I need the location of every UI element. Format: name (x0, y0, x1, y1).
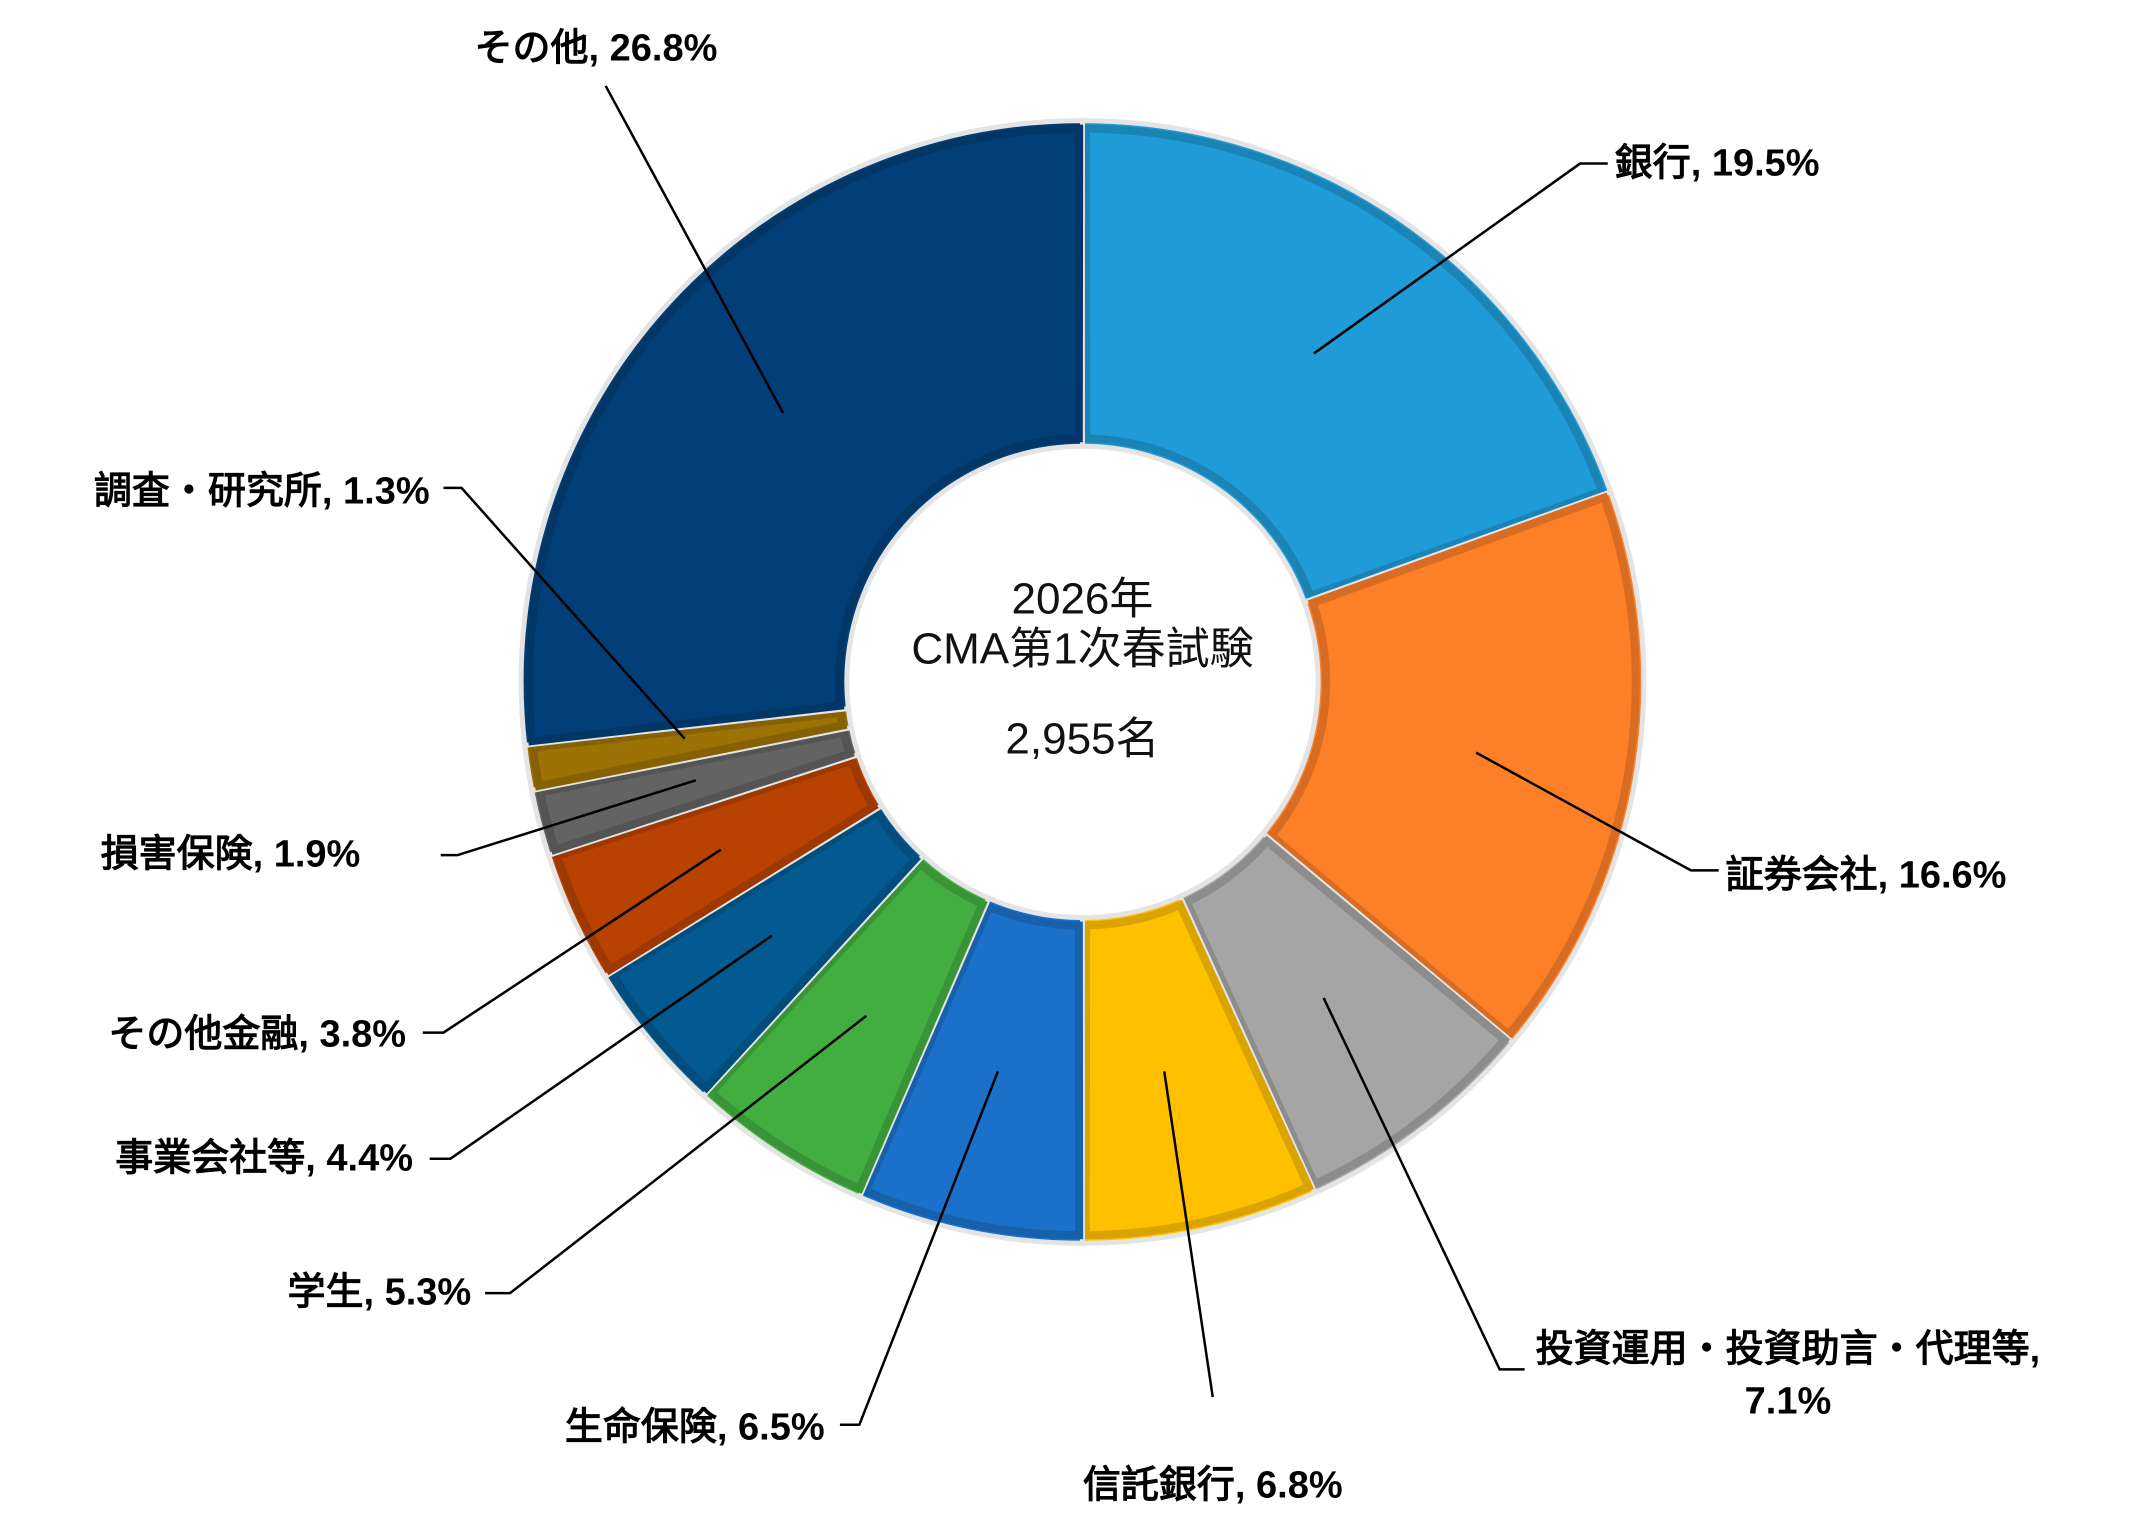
segment-edge (535, 727, 855, 855)
label-separator: , (305, 1137, 327, 1180)
label-separator: , (1877, 854, 1899, 897)
segment-edge (528, 708, 848, 791)
value-label: 19.5% (1711, 141, 1820, 184)
data-label: 事業会社等, 4.4% (115, 1133, 413, 1184)
data-label: 銀行, 19.5% (1615, 138, 1820, 189)
data-label: 投資運用・投資助言・代理等, 7.1% (1518, 1325, 2059, 1428)
center-text: 2026年 (1012, 575, 1154, 624)
leader-line (839, 1070, 1000, 1427)
segment-edge (1081, 899, 1315, 1240)
label-separator: , (363, 1271, 385, 1314)
value-label: 1.9% (273, 833, 361, 876)
label-separator: , (252, 833, 274, 876)
leader-line (604, 85, 785, 414)
leader-line (440, 779, 697, 857)
leader-line (1322, 997, 1525, 1371)
value-label: 6.8% (1256, 1464, 1343, 1507)
label-separator: , (716, 1405, 739, 1448)
label-name: 信託銀行 (1082, 1464, 1235, 1507)
value-label: 16.6% (1898, 854, 2007, 897)
value-label: 1.3% (343, 470, 430, 513)
segment-edge (552, 755, 879, 976)
segment-edge (525, 124, 1084, 746)
label-separator: , (2029, 1329, 2041, 1371)
value-label: 3.8% (319, 1013, 407, 1056)
label-separator: , (1234, 1464, 1257, 1507)
segment-edge (1265, 492, 1640, 1041)
value-label: 6.5% (738, 1405, 825, 1448)
donut-segment (518, 118, 1085, 749)
value-label: 4.4% (326, 1137, 414, 1180)
value-label: 5.3% (384, 1271, 472, 1314)
label-name: 証券会社 (1725, 854, 1878, 897)
label-name: 銀行 (1614, 141, 1691, 184)
data-label: その他金融, 3.8% (108, 1010, 406, 1061)
label-name: 事業会社等 (115, 1137, 306, 1180)
center-text: CMA第1次春試験 (911, 625, 1253, 674)
data-label: 生命保険, 6.5% (565, 1402, 825, 1453)
label-separator: , (1690, 141, 1712, 184)
value-label: 7.1% (1744, 1380, 1832, 1423)
data-label: 損害保険, 1.9% (101, 830, 361, 881)
leader-line (422, 848, 722, 1034)
label-name: その他 (474, 26, 589, 69)
segment-edge (1181, 835, 1511, 1190)
label-separator: , (298, 1013, 320, 1056)
value-label: 26.8% (609, 26, 718, 69)
label-name: 学生 (287, 1271, 364, 1314)
label-name: 投資運用・投資助言・代理等 (1535, 1329, 2030, 1371)
data-label: 証券会社, 16.6% (1726, 850, 2007, 901)
label-name: その他金融 (108, 1013, 299, 1056)
leader-line (429, 934, 773, 1160)
leader-line (1313, 162, 1608, 355)
center-text: 2,955名 (1005, 715, 1159, 764)
leader-line (485, 1014, 868, 1295)
label-name: 生命保険 (564, 1405, 717, 1448)
data-label: 信託銀行, 6.8% (1083, 1460, 1343, 1511)
data-label: 学生, 5.3% (287, 1267, 471, 1318)
donut-segment (1079, 893, 1319, 1246)
data-label: その他, 26.8% (475, 23, 718, 74)
label-separator: , (321, 470, 344, 513)
segment-edge (607, 807, 921, 1094)
segment-edge (860, 901, 1084, 1240)
leader-line (1163, 1071, 1214, 1398)
label-separator: , (588, 26, 610, 69)
segment-edge (705, 858, 988, 1194)
leader-line (1475, 751, 1719, 872)
segment-edge (1081, 124, 1608, 602)
label-name: 損害保険 (100, 833, 253, 876)
leader-line (443, 486, 686, 740)
data-label: 調査・研究所, 1.3% (94, 466, 430, 517)
label-name: 調査・研究所 (93, 470, 322, 513)
